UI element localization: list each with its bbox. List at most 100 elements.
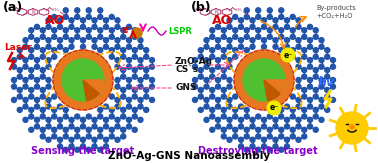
Circle shape [132, 114, 137, 119]
Circle shape [34, 44, 39, 49]
Circle shape [34, 38, 39, 43]
Circle shape [244, 34, 249, 39]
Circle shape [285, 44, 290, 49]
Circle shape [204, 44, 209, 49]
Circle shape [115, 84, 120, 89]
Circle shape [244, 14, 249, 19]
Circle shape [46, 44, 51, 49]
Circle shape [40, 28, 45, 33]
Circle shape [279, 107, 284, 112]
Circle shape [307, 38, 313, 43]
Circle shape [244, 114, 249, 119]
Circle shape [296, 97, 301, 102]
Circle shape [244, 48, 249, 53]
Circle shape [239, 104, 243, 109]
Circle shape [40, 127, 45, 132]
Circle shape [244, 134, 249, 139]
Circle shape [92, 144, 97, 149]
Circle shape [75, 14, 80, 19]
Circle shape [313, 28, 318, 33]
Circle shape [296, 117, 301, 122]
Circle shape [279, 28, 284, 33]
Circle shape [273, 38, 278, 43]
Circle shape [210, 28, 215, 33]
Circle shape [325, 88, 330, 92]
Text: LSPR: LSPR [168, 27, 192, 36]
Text: Destroying the target: Destroying the target [198, 146, 318, 156]
Circle shape [262, 124, 266, 129]
Circle shape [63, 127, 68, 132]
Circle shape [290, 114, 295, 119]
Circle shape [313, 127, 318, 132]
Circle shape [40, 74, 45, 79]
Circle shape [69, 24, 74, 29]
Circle shape [52, 28, 57, 33]
Circle shape [23, 77, 28, 82]
Circle shape [34, 77, 39, 82]
Circle shape [296, 124, 301, 129]
Text: ZnO-Ag: ZnO-Ag [175, 58, 213, 67]
Text: N: N [31, 9, 35, 15]
Circle shape [290, 127, 295, 132]
Circle shape [127, 24, 132, 29]
Circle shape [262, 18, 266, 23]
Circle shape [98, 147, 103, 152]
Circle shape [307, 97, 313, 102]
Circle shape [290, 14, 295, 19]
Circle shape [233, 48, 238, 53]
Circle shape [92, 24, 97, 29]
Circle shape [144, 94, 149, 99]
Circle shape [150, 64, 155, 69]
Circle shape [210, 74, 215, 79]
Circle shape [204, 84, 209, 89]
Circle shape [302, 67, 307, 73]
Circle shape [109, 54, 114, 59]
Circle shape [302, 34, 307, 39]
Circle shape [296, 38, 301, 43]
Circle shape [290, 134, 295, 139]
Circle shape [250, 124, 255, 129]
Circle shape [279, 134, 284, 139]
Circle shape [198, 94, 203, 99]
Circle shape [86, 147, 91, 152]
Circle shape [221, 88, 226, 92]
Circle shape [273, 137, 278, 142]
Circle shape [98, 48, 103, 53]
Circle shape [132, 48, 137, 53]
Circle shape [46, 117, 51, 122]
Circle shape [40, 134, 45, 139]
Circle shape [330, 84, 336, 89]
Circle shape [46, 38, 51, 43]
Circle shape [23, 84, 28, 89]
Circle shape [302, 114, 307, 119]
Circle shape [121, 67, 126, 73]
Circle shape [11, 84, 17, 89]
Circle shape [127, 117, 132, 122]
Circle shape [250, 24, 255, 29]
Circle shape [127, 38, 132, 43]
Circle shape [81, 38, 85, 43]
Circle shape [319, 38, 324, 43]
Circle shape [115, 64, 120, 69]
Circle shape [109, 34, 114, 39]
Circle shape [290, 28, 295, 33]
Circle shape [69, 18, 74, 23]
Circle shape [233, 114, 238, 119]
Circle shape [302, 74, 307, 79]
Circle shape [138, 64, 143, 69]
Circle shape [109, 94, 114, 99]
Circle shape [239, 18, 243, 23]
Circle shape [40, 67, 45, 73]
Circle shape [34, 104, 39, 109]
Circle shape [262, 44, 266, 49]
Circle shape [319, 64, 324, 69]
Circle shape [92, 38, 97, 43]
Circle shape [307, 84, 313, 89]
Circle shape [104, 137, 108, 142]
Circle shape [198, 74, 203, 79]
Circle shape [221, 134, 226, 139]
Circle shape [285, 137, 290, 142]
Circle shape [233, 107, 238, 112]
Circle shape [239, 24, 243, 29]
Circle shape [239, 38, 243, 43]
